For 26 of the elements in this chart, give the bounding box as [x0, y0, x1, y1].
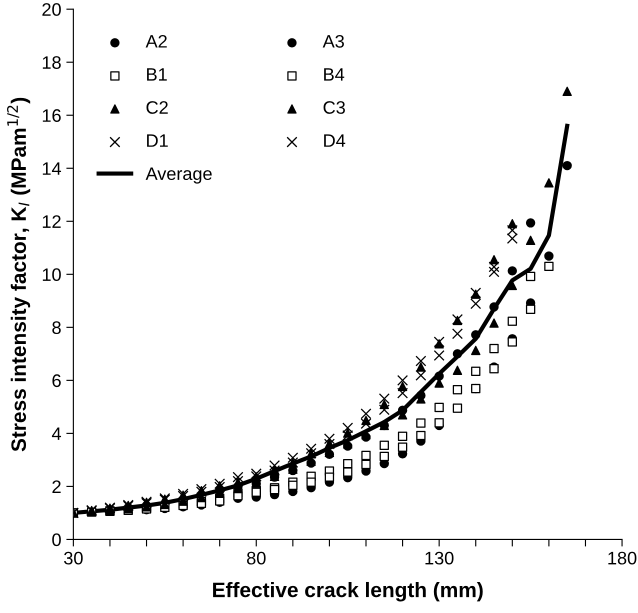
legend-label: Average	[146, 167, 212, 184]
y-tick-label: 18	[42, 56, 61, 69]
legend-label: B1	[147, 68, 167, 81]
x-axis-title: Effective crack length (mm)	[213, 582, 483, 602]
y-tick-label: 14	[42, 162, 62, 175]
y-tick-label: 8	[52, 321, 61, 334]
legend-label: D4	[324, 134, 346, 147]
y-tick-label: 4	[52, 428, 62, 440]
x-tick-label: 180	[608, 552, 636, 565]
y-tick-label: 0	[52, 533, 61, 546]
y-tick-label: 6	[52, 374, 61, 388]
x-tick-label: 80	[247, 552, 266, 565]
y-tick-label: 16	[42, 109, 61, 122]
legend-label: C3	[324, 101, 345, 114]
legend-label: B4	[324, 68, 344, 81]
y-tick-label: 10	[42, 268, 61, 282]
x-tick-label: 30	[64, 552, 83, 565]
legend-label: A2	[146, 34, 167, 48]
legend-label: A3	[322, 34, 344, 48]
legend-label: C2	[146, 101, 168, 114]
x-tick-label: 130	[425, 552, 454, 565]
legend-label: D1	[147, 134, 168, 147]
y-axis-title: Stress intensity factor, K$_{I}$ (MPam$^{1/2}$)	[7, 98, 30, 452]
y-tick-label: 2	[52, 480, 61, 493]
y-tick-label: 20	[42, 3, 61, 16]
y-tick-label: 12	[42, 215, 61, 228]
